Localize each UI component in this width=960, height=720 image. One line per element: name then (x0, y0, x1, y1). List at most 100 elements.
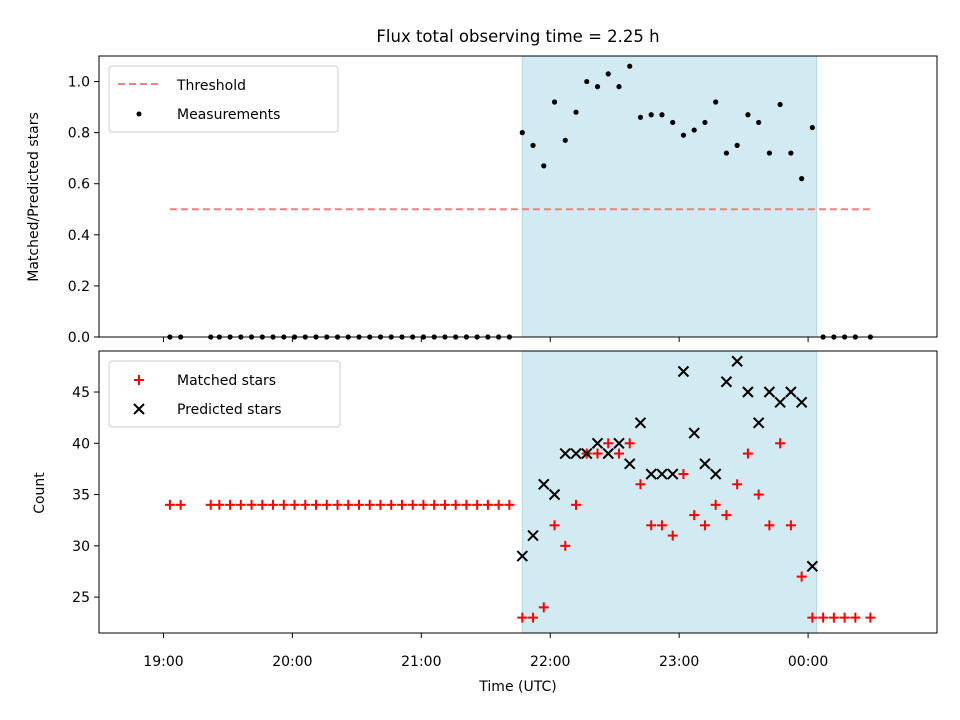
matched-star-point (225, 499, 236, 510)
measurement-point (734, 142, 740, 149)
top-plot-frame (98, 55, 938, 338)
predicted-star-point (688, 427, 700, 439)
legend-predicted-swatch (133, 403, 145, 415)
measurement-point (648, 112, 654, 118)
matched-star-point (592, 448, 603, 459)
matched-star-point (472, 499, 483, 510)
matched-star-point (753, 489, 764, 500)
legend-measurements-swatch (136, 111, 142, 117)
predicted-star-point (656, 468, 668, 480)
matched-star-point (450, 499, 461, 510)
measurement-point (745, 112, 751, 118)
matched-star-point (257, 499, 268, 510)
matched-star-point (721, 510, 732, 521)
bottom-y-axis-label: Count (32, 472, 48, 514)
predicted-star-point (613, 437, 625, 449)
matched-star-point (321, 499, 332, 510)
measurement-point (605, 71, 611, 77)
matched-star-point (775, 438, 786, 449)
top-shaded-span (521, 55, 818, 338)
legend-matched-label: Matched stars (177, 373, 276, 389)
measurement-point (584, 78, 590, 85)
matched-star-point (635, 479, 646, 490)
predicted-star-point (742, 386, 754, 398)
predicted-star-point (731, 355, 743, 367)
x-tick-label: 00:00 (788, 654, 828, 670)
x-tick-label: 22:00 (530, 654, 570, 670)
matched-star-point (332, 499, 343, 510)
matched-star-point (278, 499, 289, 510)
matched-star-point (386, 499, 397, 510)
matched-star-point (461, 499, 472, 510)
bottom-y-axis: 25 30 35 40 45 (72, 385, 99, 606)
bottom-shaded-span (521, 350, 818, 634)
y-tick-label: 40 (72, 436, 90, 452)
measurement-point (756, 119, 762, 126)
y-tick-label: 35 (72, 488, 90, 504)
predicted-star-point (774, 396, 786, 408)
matched-star-point (205, 499, 216, 510)
y-tick-label: 45 (72, 385, 90, 401)
legend-predicted-label: Predicted stars (177, 402, 282, 418)
bottom-legend-box (108, 360, 341, 428)
top-x-tick-marks (162, 337, 809, 342)
x-tick-label: 20:00 (272, 654, 312, 670)
matched-star-point (828, 612, 839, 623)
predicted-star-point (559, 447, 571, 460)
y-tick-label: 0.8 (68, 126, 90, 142)
predicted-star-point (667, 468, 679, 480)
measurement-point (562, 137, 568, 143)
measurement-point (541, 163, 547, 169)
matched-star-point (538, 602, 549, 613)
matched-star-point (732, 479, 743, 490)
matched-star-point (375, 499, 386, 510)
y-tick-label: 25 (72, 590, 90, 606)
matched-star-point (289, 499, 300, 510)
matched-star-point (667, 530, 678, 541)
y-tick-label: 0.0 (68, 330, 90, 346)
matched-star-point (807, 612, 818, 623)
measurement-point (766, 150, 773, 156)
predicted-star-point (709, 468, 722, 480)
top-y-axis-label: Matched/Predicted stars (26, 112, 42, 282)
predicted-star-point (538, 478, 550, 491)
predicted-star-point (806, 560, 819, 573)
matched-star-point (353, 499, 364, 510)
predicted-star-point (645, 468, 657, 480)
matched-star-point (268, 499, 279, 510)
measurement-point (670, 119, 676, 126)
measurement-point (777, 101, 783, 108)
matched-star-point (343, 499, 354, 510)
predicted-star-point (634, 417, 647, 429)
matched-star-point (396, 499, 407, 510)
matched-star-point (603, 438, 614, 449)
matched-star-point (613, 448, 624, 459)
y-tick-label: 0.2 (68, 279, 90, 295)
matched-star-point (571, 499, 582, 510)
chart-title: Flux total observing time = 2.25 h (376, 27, 659, 46)
matched-star-point (865, 612, 876, 623)
matched-star-point (407, 499, 418, 510)
predicted-star-point (516, 550, 529, 562)
x-tick-label: 21:00 (401, 654, 441, 670)
legend-matched-swatch (134, 375, 144, 385)
matched-star-point (656, 520, 667, 531)
measurement-point (627, 63, 633, 69)
matched-star-point (646, 520, 657, 531)
measurement-point (573, 109, 579, 115)
matched-star-point (439, 499, 450, 510)
matched-star-point (493, 499, 504, 510)
top-legend: Threshold Measurements (108, 65, 339, 133)
matched-star-point (504, 499, 515, 510)
y-tick-label: 0.6 (68, 177, 90, 193)
predicted-star-point (699, 458, 711, 470)
top-y-axis: 0.0 0.2 0.4 0.6 0.8 1.0 (68, 75, 99, 346)
x-tick-label: 23:00 (659, 654, 699, 670)
x-axis-label: Time (UTC) (478, 679, 556, 695)
measurement-point (594, 84, 601, 90)
matched-star-point (364, 499, 375, 510)
matched-star-point (517, 612, 528, 623)
predicted-star-point (720, 376, 733, 388)
measurement-point (637, 114, 644, 120)
predicted-star-point (752, 417, 765, 429)
